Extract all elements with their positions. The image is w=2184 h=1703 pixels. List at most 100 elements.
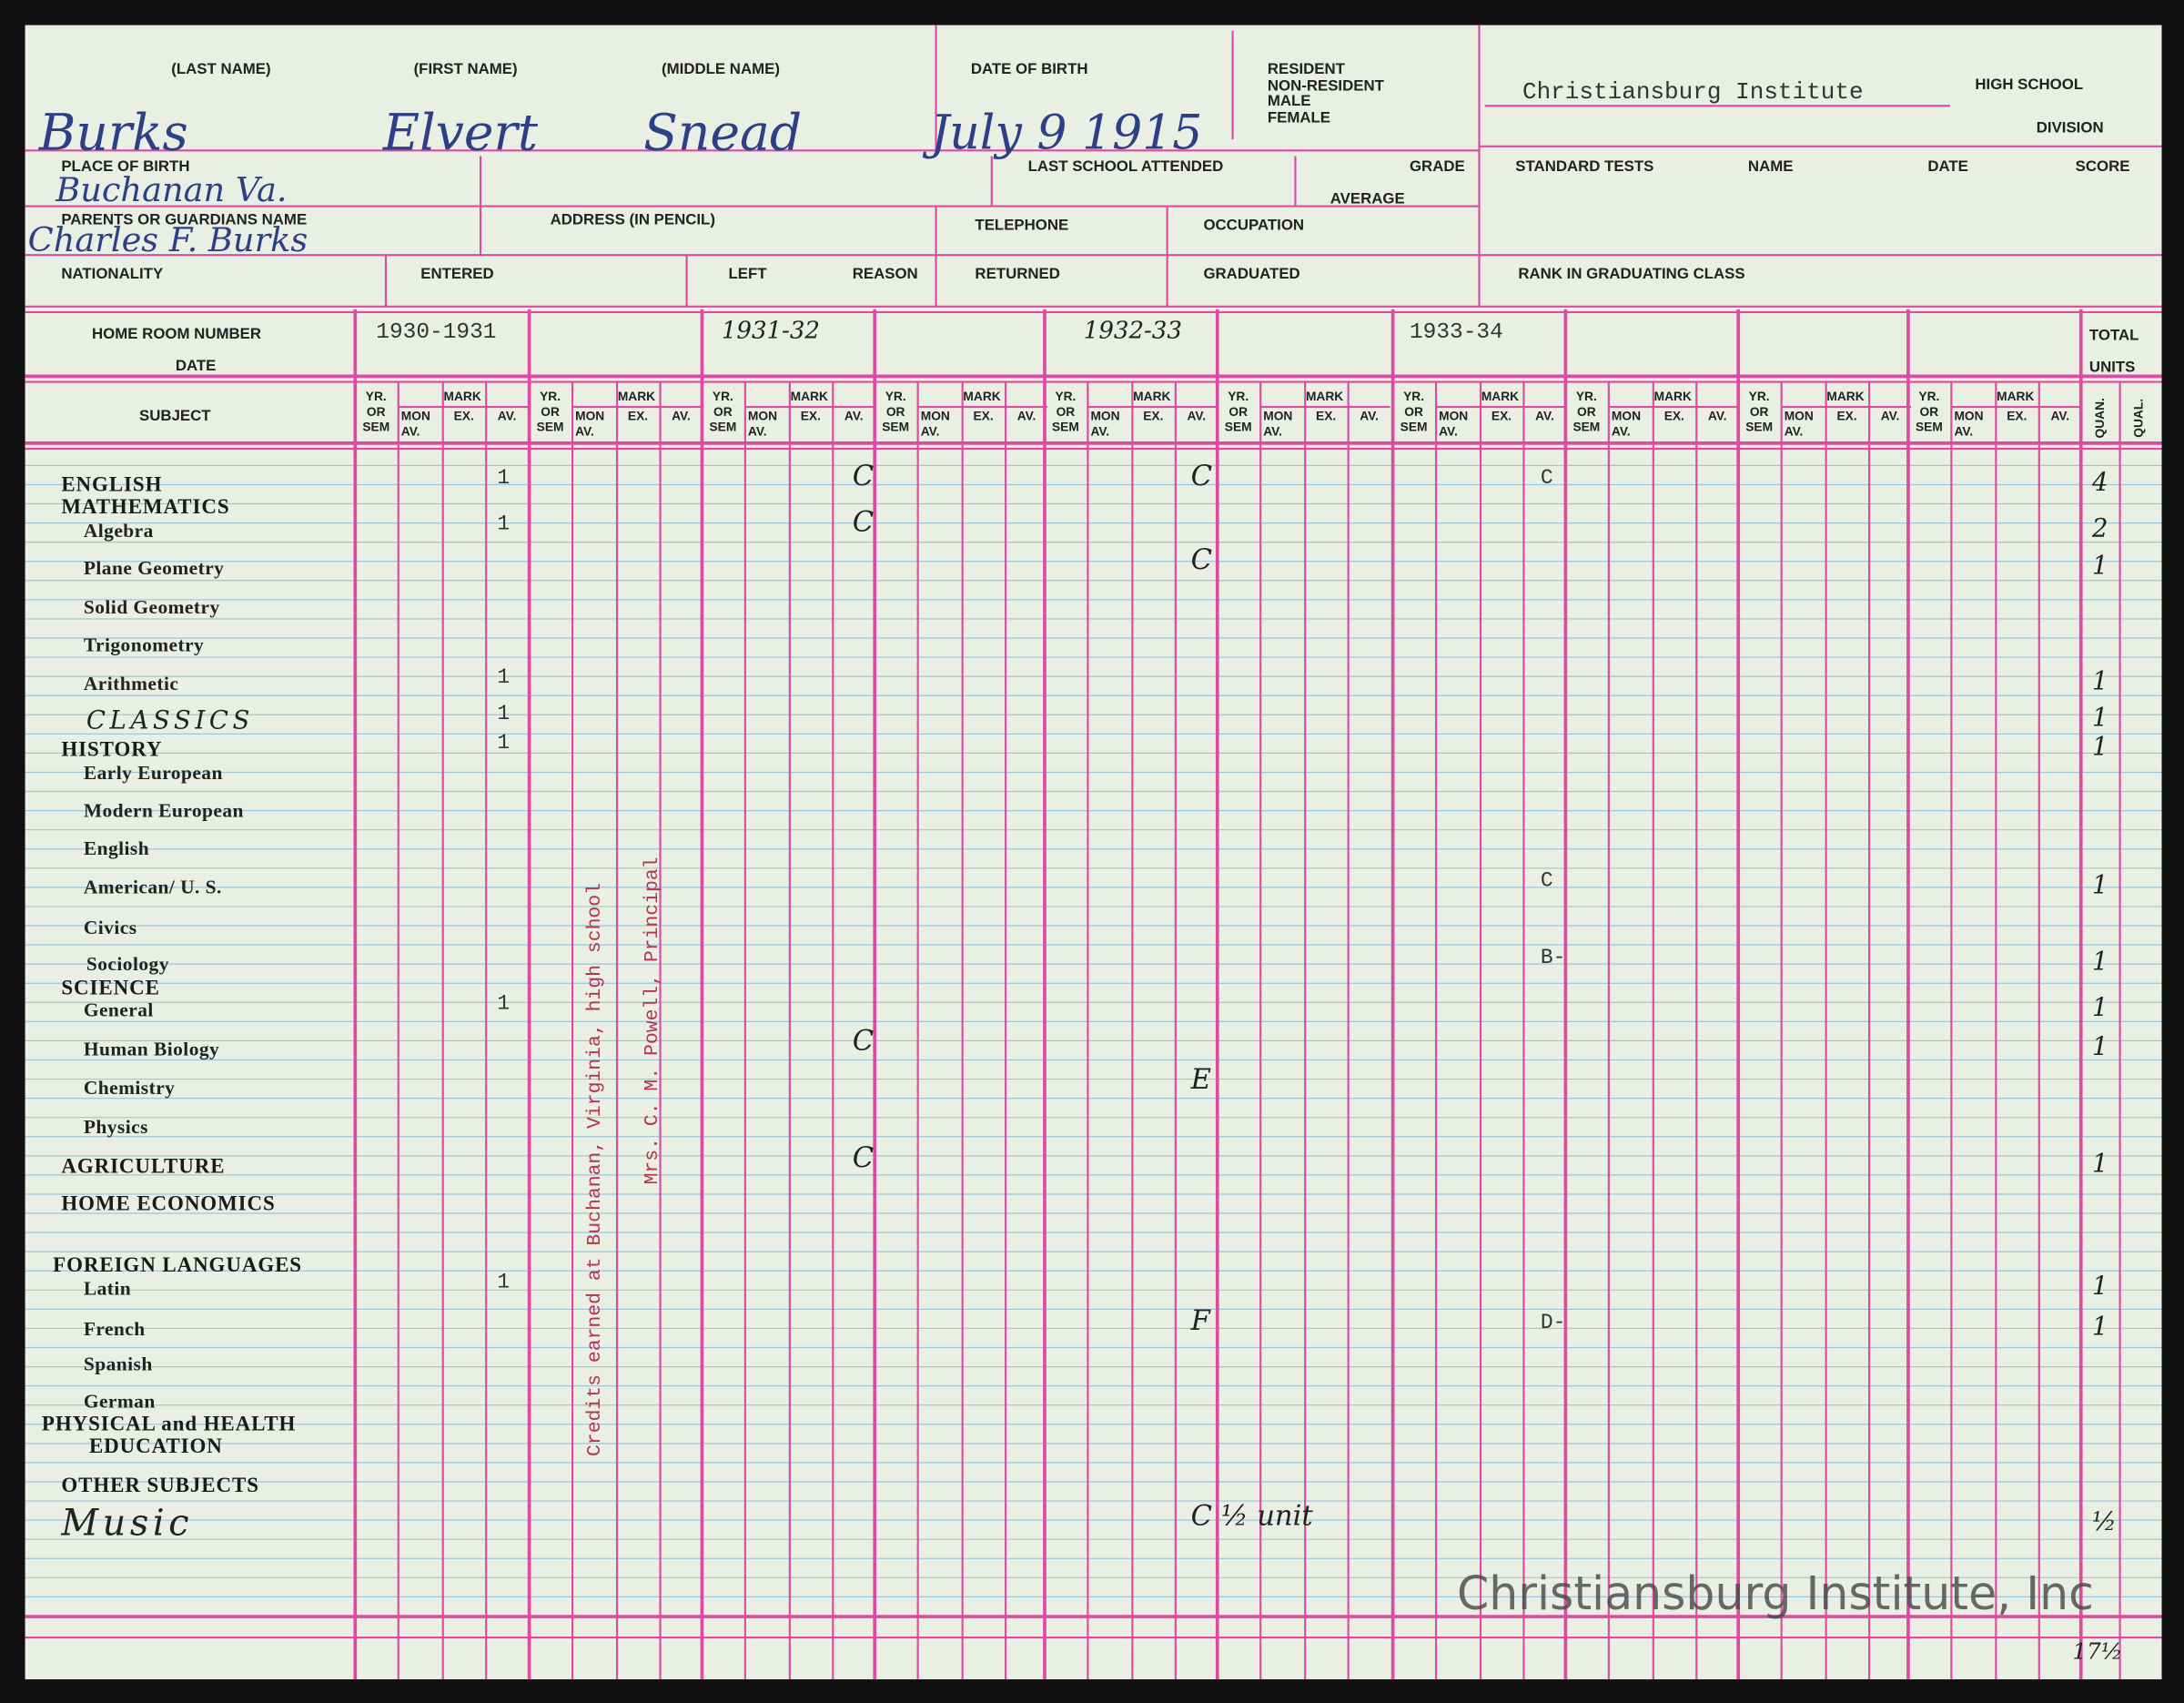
unit-count: 1 (2092, 1272, 2108, 1301)
unit-count: 4 (2091, 468, 2108, 497)
handwritten-entry: Buchanan Va. (55, 170, 287, 209)
field-label: SCORE (2076, 157, 2130, 175)
field-label: STANDARD TESTS (1515, 157, 1653, 175)
col-header: AV. (672, 409, 691, 422)
grade: C (1191, 544, 1212, 576)
note: Credits earned at Buchanan, Virginia, hi… (584, 883, 606, 1456)
field-label: REASON (853, 265, 918, 282)
grade: 1 (497, 466, 510, 490)
col-header: YR. (1055, 390, 1076, 403)
col-header: MON (1954, 409, 1983, 422)
col-header: AV. (1535, 409, 1554, 422)
col-header: AV. (1360, 409, 1379, 422)
col-header: MARK (1133, 390, 1170, 403)
col-header: EX. (1664, 409, 1684, 422)
field-label: (FIRST NAME) (414, 60, 518, 77)
unit-count: 1 (2092, 667, 2108, 696)
unit-count: 2 (2091, 513, 2108, 542)
col-header: YR. (713, 390, 733, 403)
col-header: MARK (1481, 390, 1519, 403)
school-year: 1932-33 (1084, 317, 1182, 344)
col-header: AV. (575, 424, 594, 438)
subject-header: SUBJECT (139, 407, 211, 424)
field-label: GRADUATED (1203, 265, 1299, 282)
subject-name: Trigonometry (84, 634, 204, 655)
col-header: SEM (1745, 421, 1773, 434)
field-label: NON-RESIDENT (1268, 76, 1385, 94)
col-header: AV. (1263, 424, 1282, 438)
handwritten-entry: July 9 1915 (922, 106, 1202, 161)
col-header: SEM (537, 421, 564, 434)
unit-count: 1 (2092, 993, 2108, 1022)
col-header: YR. (540, 390, 561, 403)
watermark: Christiansburg Institute, Inc (1457, 1566, 2094, 1620)
col-header: SEM (1225, 421, 1252, 434)
col-header: YR. (1228, 390, 1249, 403)
field-label: FEMALE (1268, 109, 1330, 127)
subject-name: Solid Geometry (84, 596, 220, 618)
col-header: SEM (709, 421, 736, 434)
handwritten-entry: Elvert (382, 104, 539, 162)
col-header: YR. (1403, 390, 1424, 403)
handwritten-entry: Charles F. Burks (28, 220, 308, 259)
note: Mrs. C. M. Powell, Principal (642, 857, 663, 1184)
subject-name: MATHEMATICS (61, 495, 229, 518)
grade: C (853, 1142, 874, 1174)
grade: D- (1541, 1311, 1566, 1334)
subject-name: English (84, 837, 149, 859)
rulings (25, 25, 2162, 1679)
division: DIVISION (2037, 118, 2104, 136)
subject-name: PHYSICAL and HEALTH (42, 1413, 296, 1435)
grade: 1 (497, 702, 510, 725)
col-header: EX. (2007, 409, 2027, 422)
col-header: MARK (444, 390, 481, 403)
col-header: AV. (844, 409, 864, 422)
high-school: HIGH SCHOOL (1975, 76, 2083, 93)
col-header: OR (1577, 405, 1596, 419)
col-header: AV. (1187, 409, 1206, 422)
grade: B- (1541, 946, 1566, 969)
col-header: OR (1920, 405, 1939, 419)
col-header: OR (1404, 405, 1423, 419)
col-header: EX. (454, 409, 474, 422)
subject-name: Human Biology (84, 1038, 219, 1059)
subject-name: Civics (84, 917, 137, 938)
col-header: AV. (748, 424, 767, 438)
field-label: RANK IN GRADUATING CLASS (1518, 265, 1744, 282)
subject-name: Sociology (86, 953, 169, 975)
field-label: OCCUPATION (1203, 216, 1304, 233)
unit-count: 1 (2092, 552, 2108, 581)
col-header: MON (1785, 409, 1814, 422)
grade: F (1190, 1305, 1212, 1337)
col-header: EX. (1316, 409, 1336, 422)
col-header: AV. (1612, 424, 1631, 438)
school-year: 1930-1931 (376, 320, 496, 345)
handwritten-entry: Snead (643, 104, 802, 162)
unit-count: 1 (2092, 1149, 2108, 1178)
col-header: MON (1612, 409, 1641, 422)
col-header: MON (1439, 409, 1468, 422)
col-header: AV. (1439, 424, 1458, 438)
grade: C (853, 507, 874, 539)
col-header: EX. (628, 409, 648, 422)
col-header: YR. (885, 390, 906, 403)
col-header: OR (886, 405, 905, 419)
field-label: LAST SCHOOL ATTENDED (1028, 157, 1224, 175)
subject-name: French (84, 1318, 146, 1340)
unit-count: 1 (2092, 947, 2108, 976)
col-header: AV. (1090, 424, 1109, 438)
qual-label: QUAL. (2132, 399, 2146, 438)
field-label: DATE OF BIRTH (971, 60, 1088, 77)
subject-name: Music (60, 1503, 193, 1545)
col-header: EX. (801, 409, 821, 422)
field-label: PARENTS OR GUARDIANS NAME (61, 210, 307, 228)
col-header: YR. (1576, 390, 1597, 403)
date-label: DATE (176, 357, 217, 374)
col-header: SEM (362, 421, 389, 434)
col-header: EX. (974, 409, 994, 422)
subject-name: Modern European (84, 800, 244, 822)
col-header: SEM (1400, 421, 1428, 434)
units-label: UNITS (2089, 359, 2135, 376)
subject-name: Early European (84, 762, 223, 784)
col-header: MARK (1654, 390, 1692, 403)
